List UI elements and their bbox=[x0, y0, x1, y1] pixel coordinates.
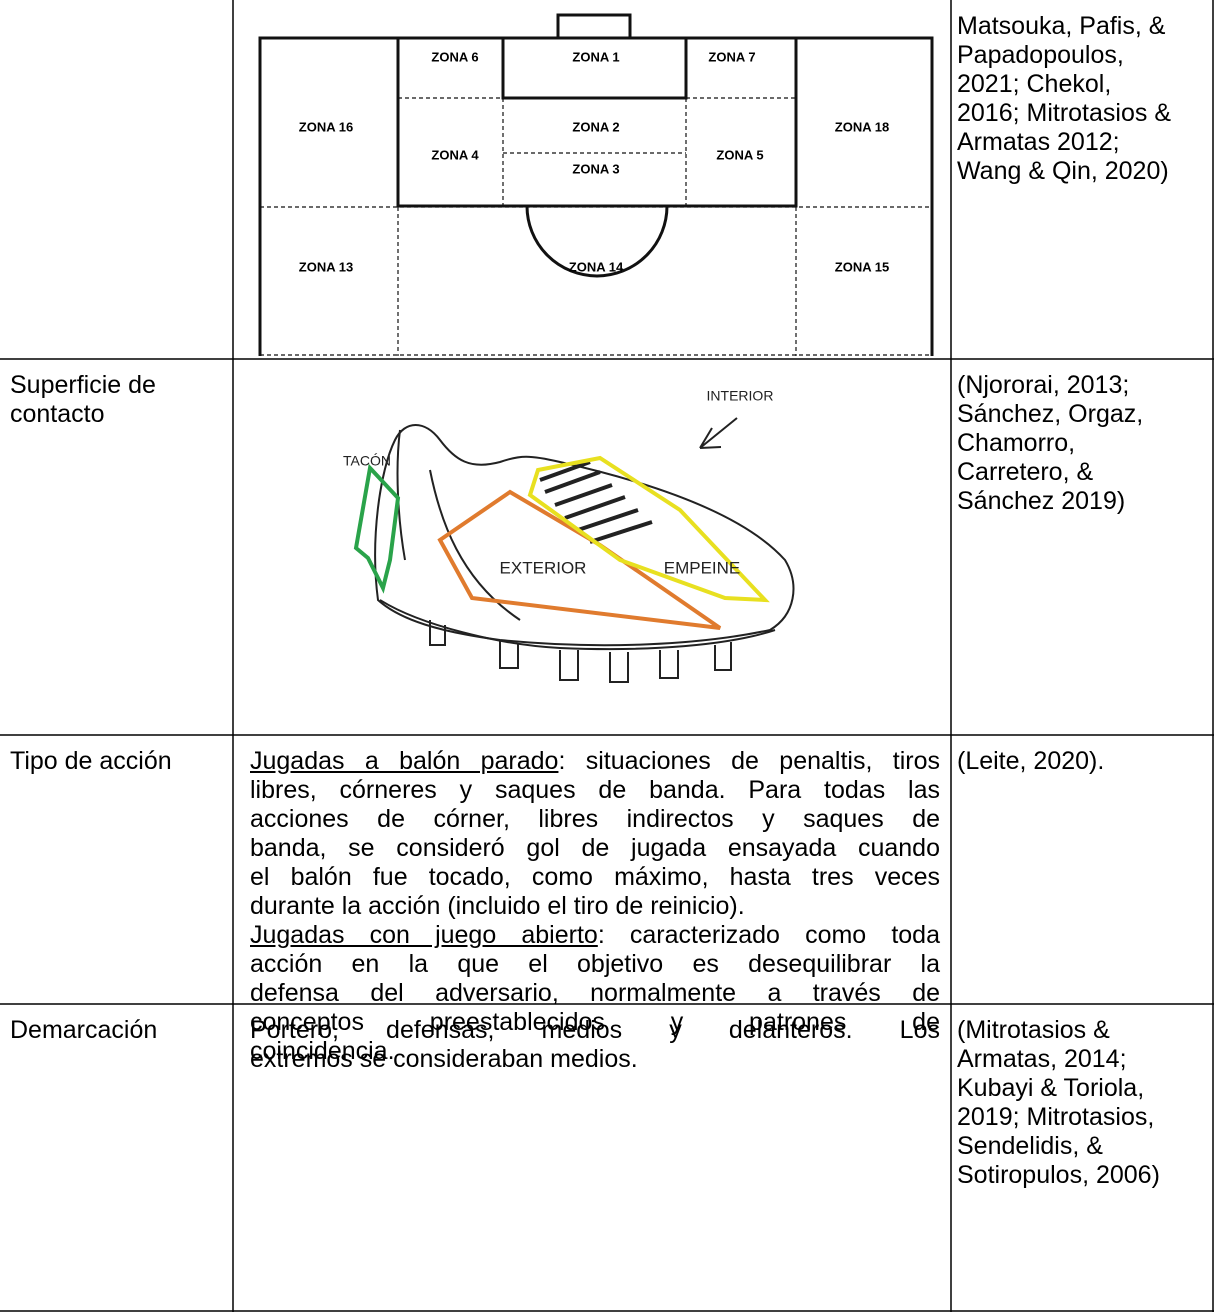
source-line: Sánchez 2019) bbox=[957, 487, 1126, 515]
text-line: conceptos preestablecidos y patrones de bbox=[250, 1008, 940, 1037]
zone-label: ZONA 18 bbox=[835, 119, 889, 134]
source-line: (Njororai, 2013; bbox=[957, 371, 1130, 399]
text-line: Jugadas a balón parado: situaciones de p… bbox=[250, 747, 940, 776]
text-line: el balón fue tocado, como máximo, hasta … bbox=[250, 863, 940, 892]
pitch bbox=[258, 13, 934, 356]
text-line: extremos se consideraban medios. bbox=[250, 1045, 940, 1074]
text: : situaciones de penaltis, tiros bbox=[558, 747, 940, 775]
cell: Demarcación bbox=[10, 1016, 225, 1045]
zone-label: ZONA 3 bbox=[572, 161, 619, 176]
source-line: Papadopoulos, bbox=[957, 41, 1124, 69]
instep-zone bbox=[527, 455, 770, 603]
text: libres, córneres y saques de banda. Para… bbox=[250, 776, 940, 804]
source-line: (Mitrotasios & bbox=[957, 1016, 1110, 1044]
row-label: contacto bbox=[10, 400, 105, 428]
text-line: coincidencia. bbox=[250, 1037, 940, 1066]
source-line: Carretero, & bbox=[957, 458, 1094, 486]
text: coincidencia. bbox=[250, 1037, 395, 1065]
source-line: 2021; Chekol, bbox=[957, 70, 1112, 98]
source-line: Armatas 2012; bbox=[957, 128, 1120, 156]
boot-label: TACÓN bbox=[343, 453, 391, 469]
text-line: acciones de córner, libres indirectos y … bbox=[250, 805, 940, 834]
cell: (Leite, 2020). bbox=[957, 747, 1212, 776]
source-line: Armatas, 2014; bbox=[957, 1045, 1127, 1073]
source-line: 2019; Mitrotasios, bbox=[957, 1103, 1155, 1131]
heel-zone bbox=[353, 463, 401, 594]
boot-label: INTERIOR bbox=[707, 388, 774, 404]
source-line: Sánchez, Orgaz, bbox=[957, 400, 1144, 428]
zone-label: ZONA 4 bbox=[431, 147, 479, 162]
zone-label: ZONA 5 bbox=[716, 147, 763, 162]
source-line: Sendelidis, & bbox=[957, 1132, 1103, 1160]
text-line: libres, córneres y saques de banda. Para… bbox=[250, 776, 940, 805]
cell: Portero, defensas, medios y delanteros. … bbox=[250, 1016, 940, 1074]
text-line: defensa del adversario, normalmente a tr… bbox=[250, 979, 940, 1008]
text-line: banda, se consideró gol de jugada ensaya… bbox=[250, 834, 940, 863]
text: banda, se consideró gol de jugada ensaya… bbox=[250, 834, 940, 862]
boot bbox=[374, 417, 795, 683]
cell: (Njororai, 2013; Sánchez, Orgaz, Chamorro,… bbox=[957, 371, 1212, 516]
zone-label: ZONA 7 bbox=[708, 49, 755, 64]
text: : caracterizado como toda bbox=[597, 921, 940, 949]
source-line: Kubayi & Toriola, bbox=[957, 1074, 1145, 1102]
zone-label: ZONA 6 bbox=[431, 49, 478, 64]
text-line: acción en la que el objetivo es desequil… bbox=[250, 950, 940, 979]
text-line: Jugadas con juego abierto: caracterizado… bbox=[250, 921, 940, 950]
boot-label: EXTERIOR bbox=[500, 558, 587, 577]
zone-label: ZONA 13 bbox=[299, 259, 353, 274]
text: Portero, defensas, medios y delanteros. … bbox=[250, 1016, 940, 1044]
row-label: Superficie de bbox=[10, 371, 156, 399]
source-line: Matsouka, Pafis, & bbox=[957, 12, 1166, 40]
zone-label: ZONA 15 bbox=[835, 259, 889, 274]
text: conceptos preestablecidos y patrones de bbox=[250, 1008, 940, 1036]
text: acciones de córner, libres indirectos y … bbox=[250, 805, 940, 833]
source-line: Wang & Qin, 2020) bbox=[957, 157, 1169, 185]
zone-label: ZONA 2 bbox=[572, 119, 619, 134]
text: el balón fue tocado, como máximo, hasta … bbox=[250, 863, 940, 891]
zone-labels: ZONA 6 ZONA 1 ZONA 7 ZONA 16 ZONA 2 ZONA… bbox=[299, 49, 889, 274]
row-label: Tipo de acción bbox=[10, 747, 172, 775]
cell: Tipo de acción bbox=[10, 747, 225, 776]
text: extremos se consideraban medios. bbox=[250, 1045, 638, 1073]
cell: Superficie de contacto bbox=[10, 371, 225, 429]
source-line: 2016; Mitrotasios & bbox=[957, 99, 1171, 127]
term: Jugadas con juego abierto bbox=[250, 921, 598, 949]
term: Jugadas a balón parado bbox=[250, 747, 559, 775]
source-line: Sotiropulos, 2006) bbox=[957, 1161, 1160, 1189]
cell: Jugadas a balón parado: situaciones de p… bbox=[250, 747, 940, 1066]
zone-label: ZONA 16 bbox=[299, 119, 353, 134]
cell: Matsouka, Pafis, & Papadopoulos, 2021; Che… bbox=[957, 12, 1212, 186]
row-label: Demarcación bbox=[10, 1016, 158, 1044]
zone-label: ZONA 14 bbox=[569, 259, 624, 274]
text: acción en la que el objetivo es desequil… bbox=[250, 950, 940, 978]
cell: (Mitrotasios & Armatas, 2014; Kubayi & Tor… bbox=[957, 1016, 1212, 1190]
zone-label: ZONA 1 bbox=[572, 49, 619, 64]
boot-label: EMPEINE bbox=[664, 558, 741, 577]
source-line: Chamorro, bbox=[957, 429, 1076, 457]
text: defensa del adversario, normalmente a tr… bbox=[250, 979, 940, 1007]
source-line: (Leite, 2020). bbox=[957, 747, 1105, 775]
text-line: durante la acción (incluido el tiro de r… bbox=[250, 892, 940, 921]
text: durante la acción (incluido el tiro de r… bbox=[250, 892, 745, 920]
text-line: Portero, defensas, medios y delanteros. … bbox=[250, 1016, 940, 1045]
